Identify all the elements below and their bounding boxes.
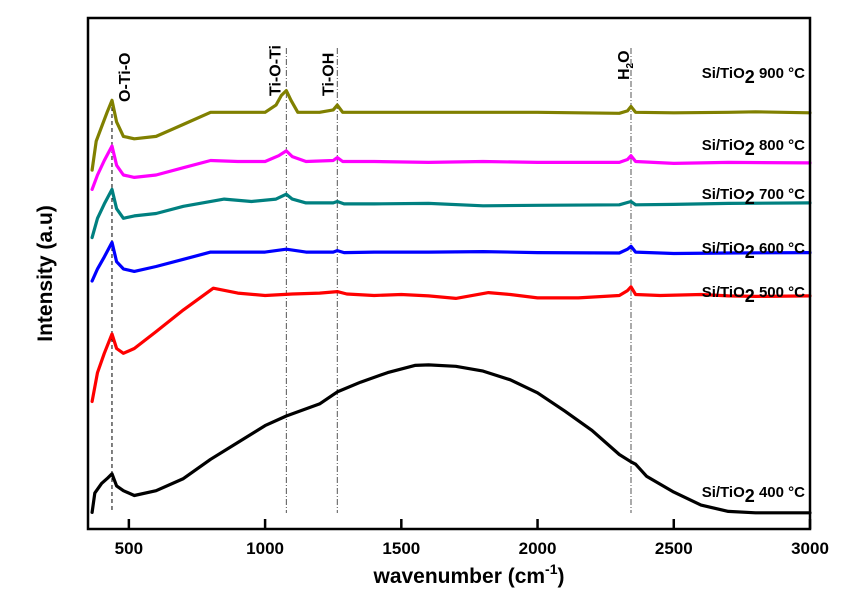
series-line-800 — [90, 144, 812, 191]
series-line-400 — [90, 363, 812, 515]
series-line-900 — [90, 89, 812, 172]
x-tick-label-3000: 3000 — [791, 539, 829, 558]
peak-label-ti-o-ti: Ti-O-Ti — [267, 45, 284, 96]
peak-label-o-ti-o: O-Ti-O — [117, 53, 134, 102]
x-axis-title-main: wavenumber (cm — [372, 565, 545, 588]
series-label-600: Si/TiO2 600 °C — [702, 240, 805, 262]
series-label-400: Si/TiO2 400 °C — [702, 484, 805, 506]
series-lines — [90, 89, 812, 515]
series-label-900: Si/TiO2 900 °C — [702, 65, 805, 87]
series-line-600 — [90, 240, 812, 283]
y-axis-title: Intensity (a.u) — [34, 205, 57, 342]
x-axis-title-close: ) — [558, 565, 565, 588]
x-tick-label-2500: 2500 — [655, 539, 693, 558]
series-label-500: Si/TiO2 500 °C — [702, 284, 805, 306]
series-label-700: Si/TiO2 700 °C — [702, 186, 805, 208]
series-label-800: Si/TiO2 800 °C — [702, 137, 805, 159]
x-tick-label-1000: 1000 — [246, 539, 284, 558]
x-axis-title-sup: -1 — [545, 561, 558, 577]
series-line-500 — [90, 285, 812, 404]
peak-label-ti-oh: Ti-OH — [320, 53, 337, 96]
x-tick-label-1500: 1500 — [382, 539, 420, 558]
reference-lines — [111, 48, 632, 513]
series-line-700 — [90, 187, 812, 240]
peak-labels: O-Ti-O Ti-O-Ti Ti-OH H2O — [117, 45, 636, 102]
plot-frame — [86, 16, 812, 531]
x-tick-label-2000: 2000 — [519, 539, 557, 558]
peak-label-h2o: H2O — [616, 50, 636, 80]
series-labels: Si/TiO2 900 °C Si/TiO2 800 °C Si/TiO2 700 … — [702, 65, 805, 506]
x-tick-label-500: 500 — [115, 539, 143, 558]
x-axis-ticks: 500 1000 1500 2000 2500 3000 — [115, 519, 829, 558]
x-axis-title: wavenumber (cm-1) — [372, 561, 564, 588]
